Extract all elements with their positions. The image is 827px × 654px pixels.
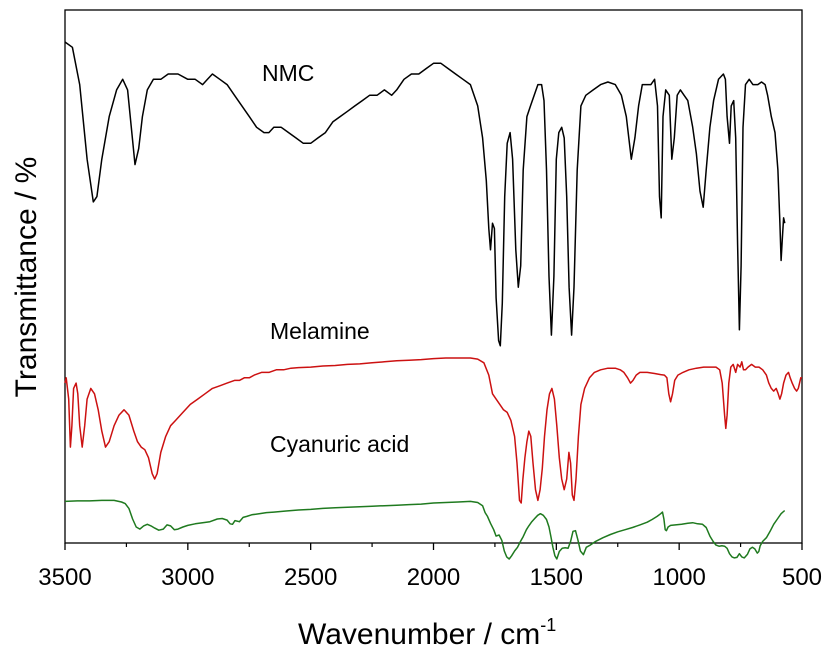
series-lines: [65, 42, 802, 559]
plot-frame: [65, 10, 802, 543]
x-tick-label: 3000: [161, 564, 214, 591]
x-tick-label: 1000: [652, 564, 705, 591]
series-line-nmc: [65, 42, 785, 346]
series-label-melamine: Melamine: [270, 318, 370, 344]
x-tick-label: 2000: [407, 564, 460, 591]
series-line-melamine: [65, 358, 802, 503]
x-axis-tick-labels: 3500 3000 2500 2000 1500 1000 500: [38, 564, 822, 591]
x-tick-label: 500: [782, 564, 822, 591]
x-tick-label: 1500: [530, 564, 583, 591]
x-axis-title-superscript: -1: [540, 615, 556, 635]
x-axis-title: Wavenumber / cm-1: [298, 615, 556, 651]
x-axis-ticks: [65, 543, 802, 550]
series-label-cyanuric-acid: Cyanuric acid: [270, 431, 409, 457]
x-axis-title-text: Wavenumber / cm: [298, 618, 540, 651]
series-line-cyanuric-acid: [65, 500, 785, 559]
series-label-nmc: NMC: [262, 60, 314, 86]
x-tick-label: 2500: [284, 564, 337, 591]
y-axis-title: Transmittance / %: [10, 157, 43, 398]
x-tick-label: 3500: [38, 564, 91, 591]
